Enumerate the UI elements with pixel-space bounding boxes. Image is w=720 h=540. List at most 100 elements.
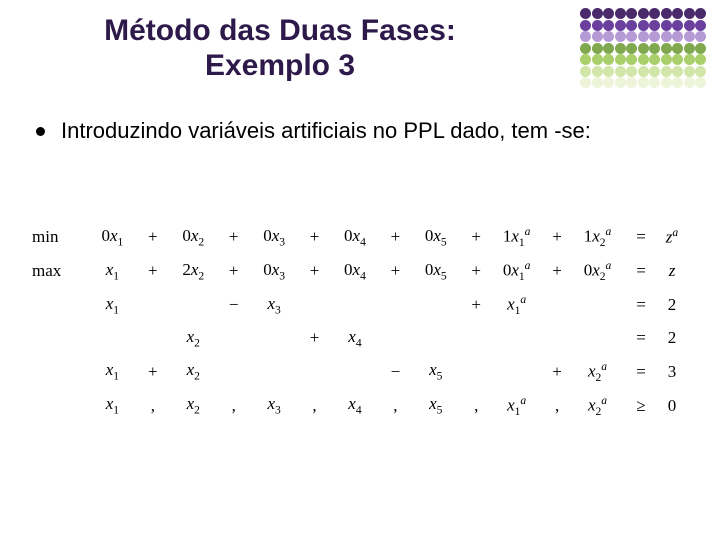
- dot-icon: [695, 66, 706, 77]
- dot-icon: [592, 31, 603, 42]
- rhs-cell: za: [654, 220, 690, 254]
- row-label: [30, 355, 82, 389]
- dot-icon: [649, 31, 660, 42]
- dot-icon: [684, 77, 695, 88]
- dot-icon: [695, 20, 706, 31]
- dot-icon: [695, 54, 706, 65]
- operator-cell: ,: [385, 389, 405, 423]
- dot-icon: [672, 31, 683, 42]
- dot-icon: [615, 8, 626, 19]
- operator-cell: [305, 355, 325, 389]
- operator-cell: [224, 322, 244, 354]
- dot-icon: [626, 66, 637, 77]
- term-cell: 0x1: [82, 220, 143, 254]
- title-line-1: Método das Duas Fases:: [104, 14, 456, 47]
- operator-cell: [385, 322, 405, 354]
- term-cell: x2a: [567, 355, 628, 389]
- operator-cell: +: [466, 254, 486, 288]
- row-label: [30, 389, 82, 423]
- term-cell: 0x5: [405, 254, 466, 288]
- dot-icon: [661, 8, 672, 19]
- dot-icon: [649, 66, 660, 77]
- operator-cell: +: [466, 288, 486, 322]
- operator-cell: +: [143, 355, 163, 389]
- term-cell: 1x1a: [486, 220, 547, 254]
- term-cell: [405, 288, 466, 322]
- term-cell: [163, 288, 224, 322]
- operator-cell: +: [224, 254, 244, 288]
- operator-cell: +: [547, 220, 567, 254]
- term-cell: x2: [163, 389, 224, 423]
- dot-icon: [638, 20, 649, 31]
- term-cell: 0x3: [244, 220, 305, 254]
- operator-cell: +: [385, 254, 405, 288]
- operator-cell: +: [547, 355, 567, 389]
- term-cell: x1: [82, 355, 143, 389]
- relation-cell: =: [628, 254, 654, 288]
- rhs-cell: 2: [654, 322, 690, 354]
- dot-icon: [672, 66, 683, 77]
- math-row: x2+x4=2: [30, 322, 690, 354]
- operator-cell: +: [305, 220, 325, 254]
- term-cell: x1: [82, 288, 143, 322]
- dot-icon: [580, 54, 591, 65]
- bullet-icon: [36, 127, 45, 136]
- term-cell: x4: [325, 322, 386, 354]
- term-cell: [244, 322, 305, 354]
- dot-icon: [580, 66, 591, 77]
- term-cell: 2x2: [163, 254, 224, 288]
- term-cell: x5: [405, 355, 466, 389]
- dot-icon: [638, 8, 649, 19]
- rhs-cell: 2: [654, 288, 690, 322]
- dot-icon: [649, 54, 660, 65]
- dot-icon: [626, 8, 637, 19]
- dot-icon: [592, 54, 603, 65]
- dot-icon: [672, 8, 683, 19]
- term-cell: x1: [82, 389, 143, 423]
- dot-icon: [649, 43, 660, 54]
- dot-icon: [649, 8, 660, 19]
- math-row: x1+x2−x5+x2a=3: [30, 355, 690, 389]
- term-cell: 0x4: [325, 220, 386, 254]
- dot-icon: [672, 77, 683, 88]
- math-row: x1,x2,x3,x4,x5,x1a,x2a≥0: [30, 389, 690, 423]
- term-cell: x1a: [486, 288, 547, 322]
- dot-icon: [695, 43, 706, 54]
- math-row: min0x1+0x2+0x3+0x4+0x5+1x1a+1x2a=za: [30, 220, 690, 254]
- dot-icon: [649, 20, 660, 31]
- dot-icon: [695, 77, 706, 88]
- operator-cell: +: [547, 254, 567, 288]
- term-cell: 0x1a: [486, 254, 547, 288]
- operator-cell: +: [305, 322, 325, 354]
- row-label: min: [30, 220, 82, 254]
- dot-icon: [661, 31, 672, 42]
- relation-cell: =: [628, 288, 654, 322]
- title-line-2: Exemplo 3: [205, 49, 355, 82]
- term-cell: [486, 322, 547, 354]
- dot-icon: [638, 43, 649, 54]
- dot-icon: [615, 20, 626, 31]
- operator-cell: ,: [224, 389, 244, 423]
- dot-icon: [649, 77, 660, 88]
- row-label: max: [30, 254, 82, 288]
- dot-icon: [615, 43, 626, 54]
- dot-icon: [684, 54, 695, 65]
- dot-icon: [615, 66, 626, 77]
- term-cell: x5: [405, 389, 466, 423]
- math-table: min0x1+0x2+0x3+0x4+0x5+1x1a+1x2a=zamaxx1…: [30, 220, 690, 423]
- dot-icon: [672, 54, 683, 65]
- operator-cell: ,: [305, 389, 325, 423]
- dot-icon: [695, 8, 706, 19]
- dot-icon: [603, 66, 614, 77]
- rhs-cell: 0: [654, 389, 690, 423]
- operator-cell: [224, 355, 244, 389]
- dot-icon: [626, 20, 637, 31]
- operator-cell: [466, 355, 486, 389]
- dot-icon: [603, 43, 614, 54]
- operator-cell: [143, 322, 163, 354]
- dot-icon: [638, 77, 649, 88]
- dot-icon: [684, 31, 695, 42]
- dot-icon: [592, 8, 603, 19]
- dot-icon: [638, 54, 649, 65]
- dot-icon: [580, 20, 591, 31]
